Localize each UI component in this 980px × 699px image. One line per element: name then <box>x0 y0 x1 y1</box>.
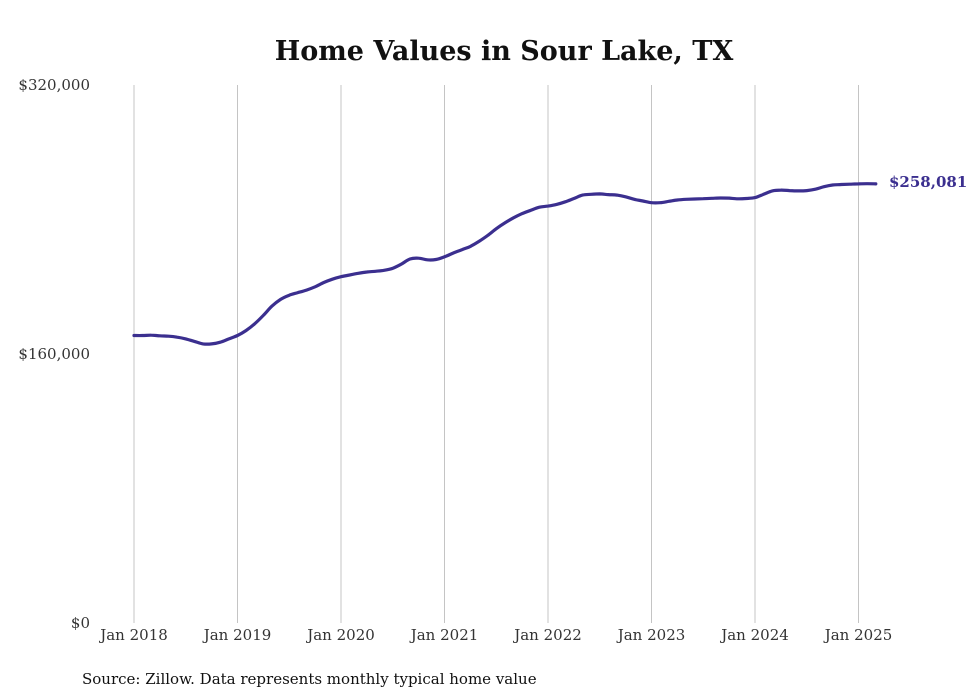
x-axis-ticks: Jan 2018 Jan 2019 Jan 2020 Jan 2021 Jan 2022… <box>98 626 892 644</box>
y-axis-ticks: $320,000 $160,000 $0 <box>18 76 90 632</box>
x-tick-label: Jan 2024 <box>719 626 789 644</box>
x-tick-label: Jan 2025 <box>823 626 893 644</box>
grid-lines <box>133 85 859 623</box>
latest-value-label: $258,081 <box>889 173 967 191</box>
x-tick-label: Jan 2022 <box>512 626 582 644</box>
chart-title: Home Values in Sour Lake, TX <box>275 36 734 67</box>
x-tick-label: Jan 2021 <box>409 626 479 644</box>
x-tick-label: Jan 2023 <box>616 626 686 644</box>
y-tick-label: $320,000 <box>18 76 90 94</box>
source-note: Source: Zillow. Data represents monthly … <box>82 670 537 688</box>
x-tick-label: Jan 2018 <box>98 626 168 644</box>
y-tick-label: $160,000 <box>18 345 90 363</box>
home-value-line <box>132 182 878 346</box>
x-tick-label: Jan 2020 <box>305 626 375 644</box>
y-tick-label: $0 <box>71 614 90 632</box>
x-tick-label: Jan 2019 <box>202 626 272 644</box>
